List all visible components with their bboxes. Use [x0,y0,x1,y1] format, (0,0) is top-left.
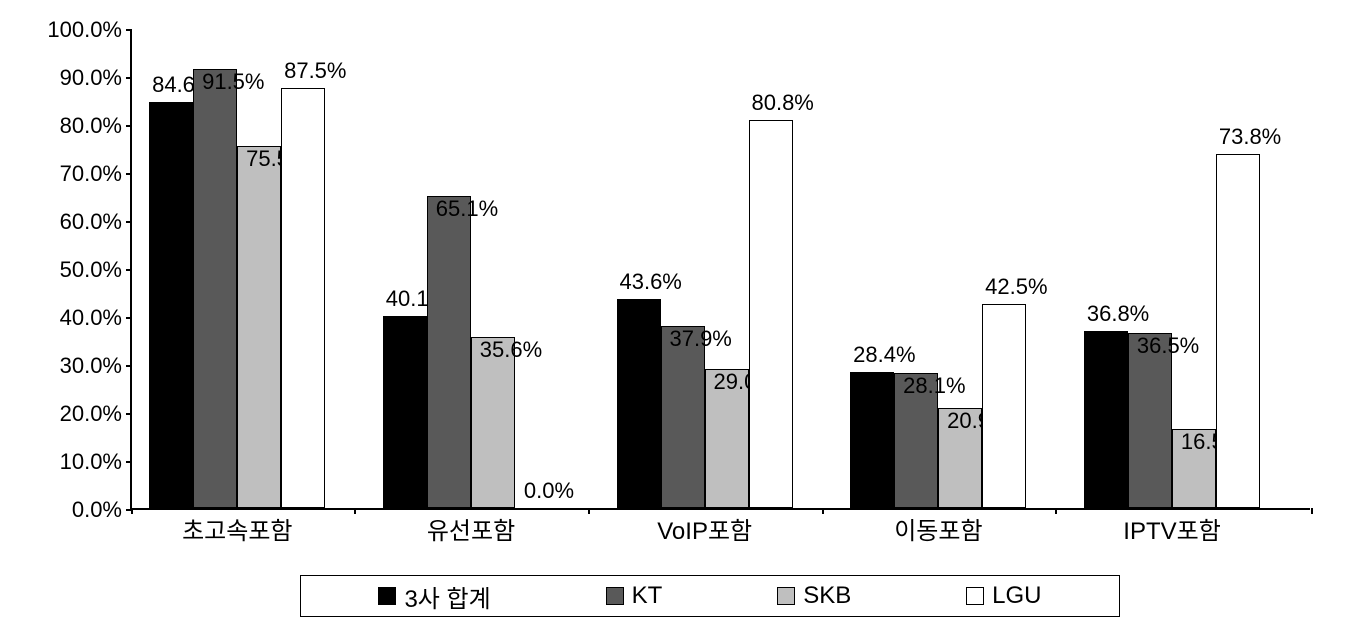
legend-swatch-1 [606,587,624,605]
legend-swatch-0 [378,587,396,605]
bar [281,88,325,508]
bar-value-label: 35.6% [480,337,542,363]
y-tick-mark [126,269,132,271]
y-tick-label: 0.0% [42,497,122,523]
bar [617,299,661,508]
x-tick-mark [588,508,590,514]
bar-value-label: 36.5% [1137,333,1199,359]
legend-item-3: LGU [966,582,1041,610]
legend-label-0: 3사 합계 [404,579,490,614]
bar [661,326,705,508]
y-tick-label: 30.0% [42,353,122,379]
y-tick-label: 40.0% [42,305,122,331]
x-tick-mark [1055,508,1057,514]
y-tick-label: 80.0% [42,113,122,139]
bar [149,102,193,508]
legend-item-1: KT [606,582,663,610]
bar [1084,331,1128,508]
bar [1216,154,1260,508]
bar-value-label: 37.9% [669,326,731,352]
y-tick-mark [126,77,132,79]
x-tick-mark [131,508,133,514]
legend-label-2: SKB [803,582,851,610]
y-tick-label: 50.0% [42,257,122,283]
plot-area: 0.0%10.0%20.0%30.0%40.0%50.0%60.0%70.0%8… [130,30,1310,510]
y-tick-mark [126,365,132,367]
y-tick-mark [126,317,132,319]
y-tick-label: 20.0% [42,401,122,427]
y-tick-mark [126,29,132,31]
bar-value-label: 28.1% [903,373,965,399]
bar [427,196,471,508]
y-tick-mark [126,173,132,175]
legend-label-1: KT [632,582,663,610]
bar [237,146,281,508]
bar [982,304,1026,508]
y-tick-label: 100.0% [42,17,122,43]
legend-item-2: SKB [777,582,851,610]
x-tick-mark [1311,508,1313,514]
legend: 3사 합계 KT SKB LGU [300,575,1120,617]
bar-value-label: 28.4% [853,342,915,368]
bar [749,120,793,508]
bar-value-label: 65.1% [436,196,498,222]
bar-value-label: 36.8% [1087,301,1149,327]
legend-swatch-2 [777,587,795,605]
x-tick-mark [822,508,824,514]
bar-value-label: 43.6% [619,269,681,295]
y-tick-mark [126,461,132,463]
bar-value-label: 73.8% [1219,124,1281,150]
x-category-label: IPTV포함 [1123,511,1221,546]
legend-swatch-3 [966,587,984,605]
bar-value-label: 42.5% [985,274,1047,300]
x-category-label: 이동포함 [894,511,982,546]
y-tick-label: 60.0% [42,209,122,235]
bar-value-label: 87.5% [284,58,346,84]
x-tick-mark [354,508,356,514]
legend-item-0: 3사 합계 [378,579,490,614]
chart-container: 0.0% 10.0% 20.0% 30.0% 40.0% 50.0% 60.0% 70.0% 8… [20,10,1326,627]
bar-value-label: 91.5% [202,69,264,95]
x-category-label: VoIP포함 [657,511,752,546]
bar [850,372,894,508]
y-tick-mark [126,221,132,223]
y-tick-mark [126,413,132,415]
bar-value-label: 0.0% [524,478,574,504]
bar [1128,333,1172,508]
bar [383,316,427,508]
x-category-label: 유선포함 [427,511,515,546]
x-category-label: 초고속포함 [182,511,292,546]
y-tick-mark [126,125,132,127]
y-tick-label: 10.0% [42,449,122,475]
legend-label-3: LGU [992,582,1041,610]
y-tick-label: 70.0% [42,161,122,187]
bar-value-label: 80.8% [751,90,813,116]
y-tick-label: 90.0% [42,65,122,91]
bar [193,69,237,508]
